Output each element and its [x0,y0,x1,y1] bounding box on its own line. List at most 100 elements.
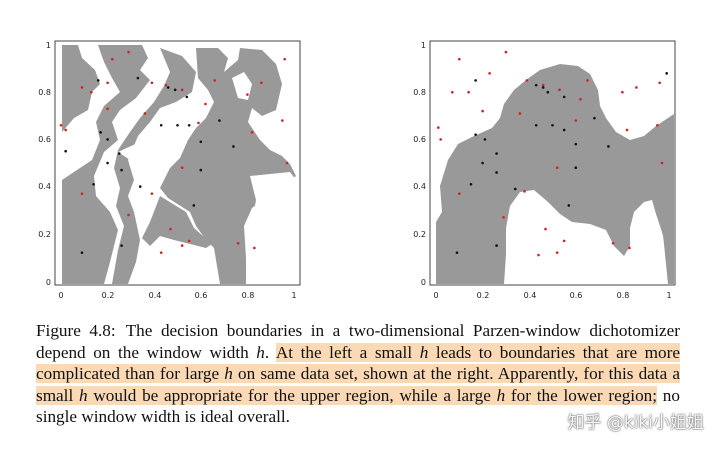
right-black-point [562,95,566,99]
left-black-point [80,251,84,254]
right-black-point [593,116,596,120]
left-red-point [150,192,154,195]
left-red-point [213,79,217,82]
left-black-point [187,123,191,127]
left-red-point [260,81,263,85]
right-y-tick-4: 0.8 [413,88,426,97]
left-black-point [99,131,102,134]
right-black-point [551,123,554,127]
left-y-tick-1: 0.2 [38,230,51,239]
right-red-point [656,123,659,127]
right-red-point [555,251,559,254]
right-points [437,50,668,257]
right-red-point [579,97,582,101]
left-black-point [192,204,196,207]
left-red-point [197,121,200,125]
right-red-point [562,239,566,243]
left-y-tick-0: 0 [46,278,51,287]
hl-var-h-2: h [224,364,233,384]
right-red-point [467,90,470,94]
right-red-point [658,81,661,85]
left-red-point [80,86,84,89]
right-y-tick-1: 0.2 [413,230,426,239]
right-black-point [607,145,610,148]
left-x-tick-4: 0.8 [242,291,255,300]
left-y-tick-5: 1 [46,41,51,50]
right-x-axis: 0 0.2 0.4 0.6 0.8 1 [433,291,671,300]
right-red-point [628,246,631,250]
caption-sentence-1: The decision boundaries in a two-dimensi… [36,321,680,362]
right-y-tick-5: 1 [421,41,426,50]
right-red-point [586,79,589,82]
left-black-point [185,95,189,99]
right-y-tick-3: 0.6 [413,135,426,144]
right-black-point [574,166,578,170]
right-red-point [660,161,664,165]
left-red-point [64,128,67,132]
left-red-point [59,123,63,127]
left-red-point [127,50,130,54]
right-red-point [525,79,529,82]
left-black-point [92,182,95,186]
left-red-point [187,239,191,243]
caption-sentence-1-end: . [264,342,270,362]
left-black-point [138,185,142,188]
hl-part-a: At the left a small [275,342,420,362]
left-red-point [110,57,114,61]
hl-part-e: for the lower region; [505,385,658,405]
left-black-point [96,79,100,82]
left-red-point [250,131,254,134]
left-black-point [64,149,67,153]
left-black-point [120,168,123,172]
left-red-point [180,88,184,92]
left-black-point [120,244,123,247]
right-black-point [534,123,538,127]
watermark: 知乎 @kiki小姐姐 [567,413,704,433]
left-black-point [173,88,177,92]
right-y-tick-2: 0.4 [413,182,426,191]
left-black-point [218,119,221,122]
right-panel: 0 0.2 0.4 0.6 0.8 1 0 0.2 0.4 0.6 0.8 1 [413,40,676,300]
right-red-point [621,90,624,94]
left-y-axis: 0 0.2 0.4 0.6 0.8 1 [38,41,51,287]
right-x-tick-1: 0.2 [477,291,490,300]
hl-part-c: on same data set, shown at the right. Ap… [36,364,680,405]
left-panel: 0 0.2 0.4 0.6 0.8 1 0 0.2 0.4 0.6 0.8 1 [38,40,301,300]
right-red-point [625,128,629,132]
right-red-point [502,215,505,219]
left-red-point [283,57,286,61]
right-red-point [504,50,508,54]
right-y-tick-0: 0 [421,278,426,287]
right-red-point [611,241,615,245]
right-red-point [523,190,526,193]
left-black-point [117,152,121,155]
right-x-tick-4: 0.8 [617,291,630,300]
right-red-point [437,126,440,129]
right-black-point [474,79,477,82]
figure-label: Figure 4.8: [36,321,116,340]
left-red-point [236,241,240,245]
right-red-point [481,109,484,113]
right-black-point [562,128,566,132]
left-x-tick-5: 1 [291,291,296,300]
right-red-point [451,90,454,94]
right-black-point [546,90,550,94]
right-y-axis: 0 0.2 0.4 0.6 0.8 1 [413,41,426,287]
right-black-point [495,244,498,247]
right-red-point [458,192,461,195]
hl-var-h-4: h [496,385,506,405]
left-black-point [199,168,203,172]
figure: 0 0.2 0.4 0.6 0.8 1 0 0.2 0.4 0.6 0.8 1 … [38,40,676,300]
left-red-point [150,81,154,85]
right-red-point [458,57,461,61]
right-red-point [518,112,522,115]
left-red-point [159,251,163,254]
left-red-point [253,246,256,250]
left-x-axis: 0 0.2 0.4 0.6 0.8 1 [58,291,296,300]
right-decision-region [436,64,674,284]
right-black-point [481,161,484,165]
left-x-tick-3: 0.6 [195,291,208,300]
left-x-tick-1: 0.2 [102,291,115,300]
left-y-tick-4: 0.8 [38,88,51,97]
right-x-tick-2: 0.4 [524,291,537,300]
